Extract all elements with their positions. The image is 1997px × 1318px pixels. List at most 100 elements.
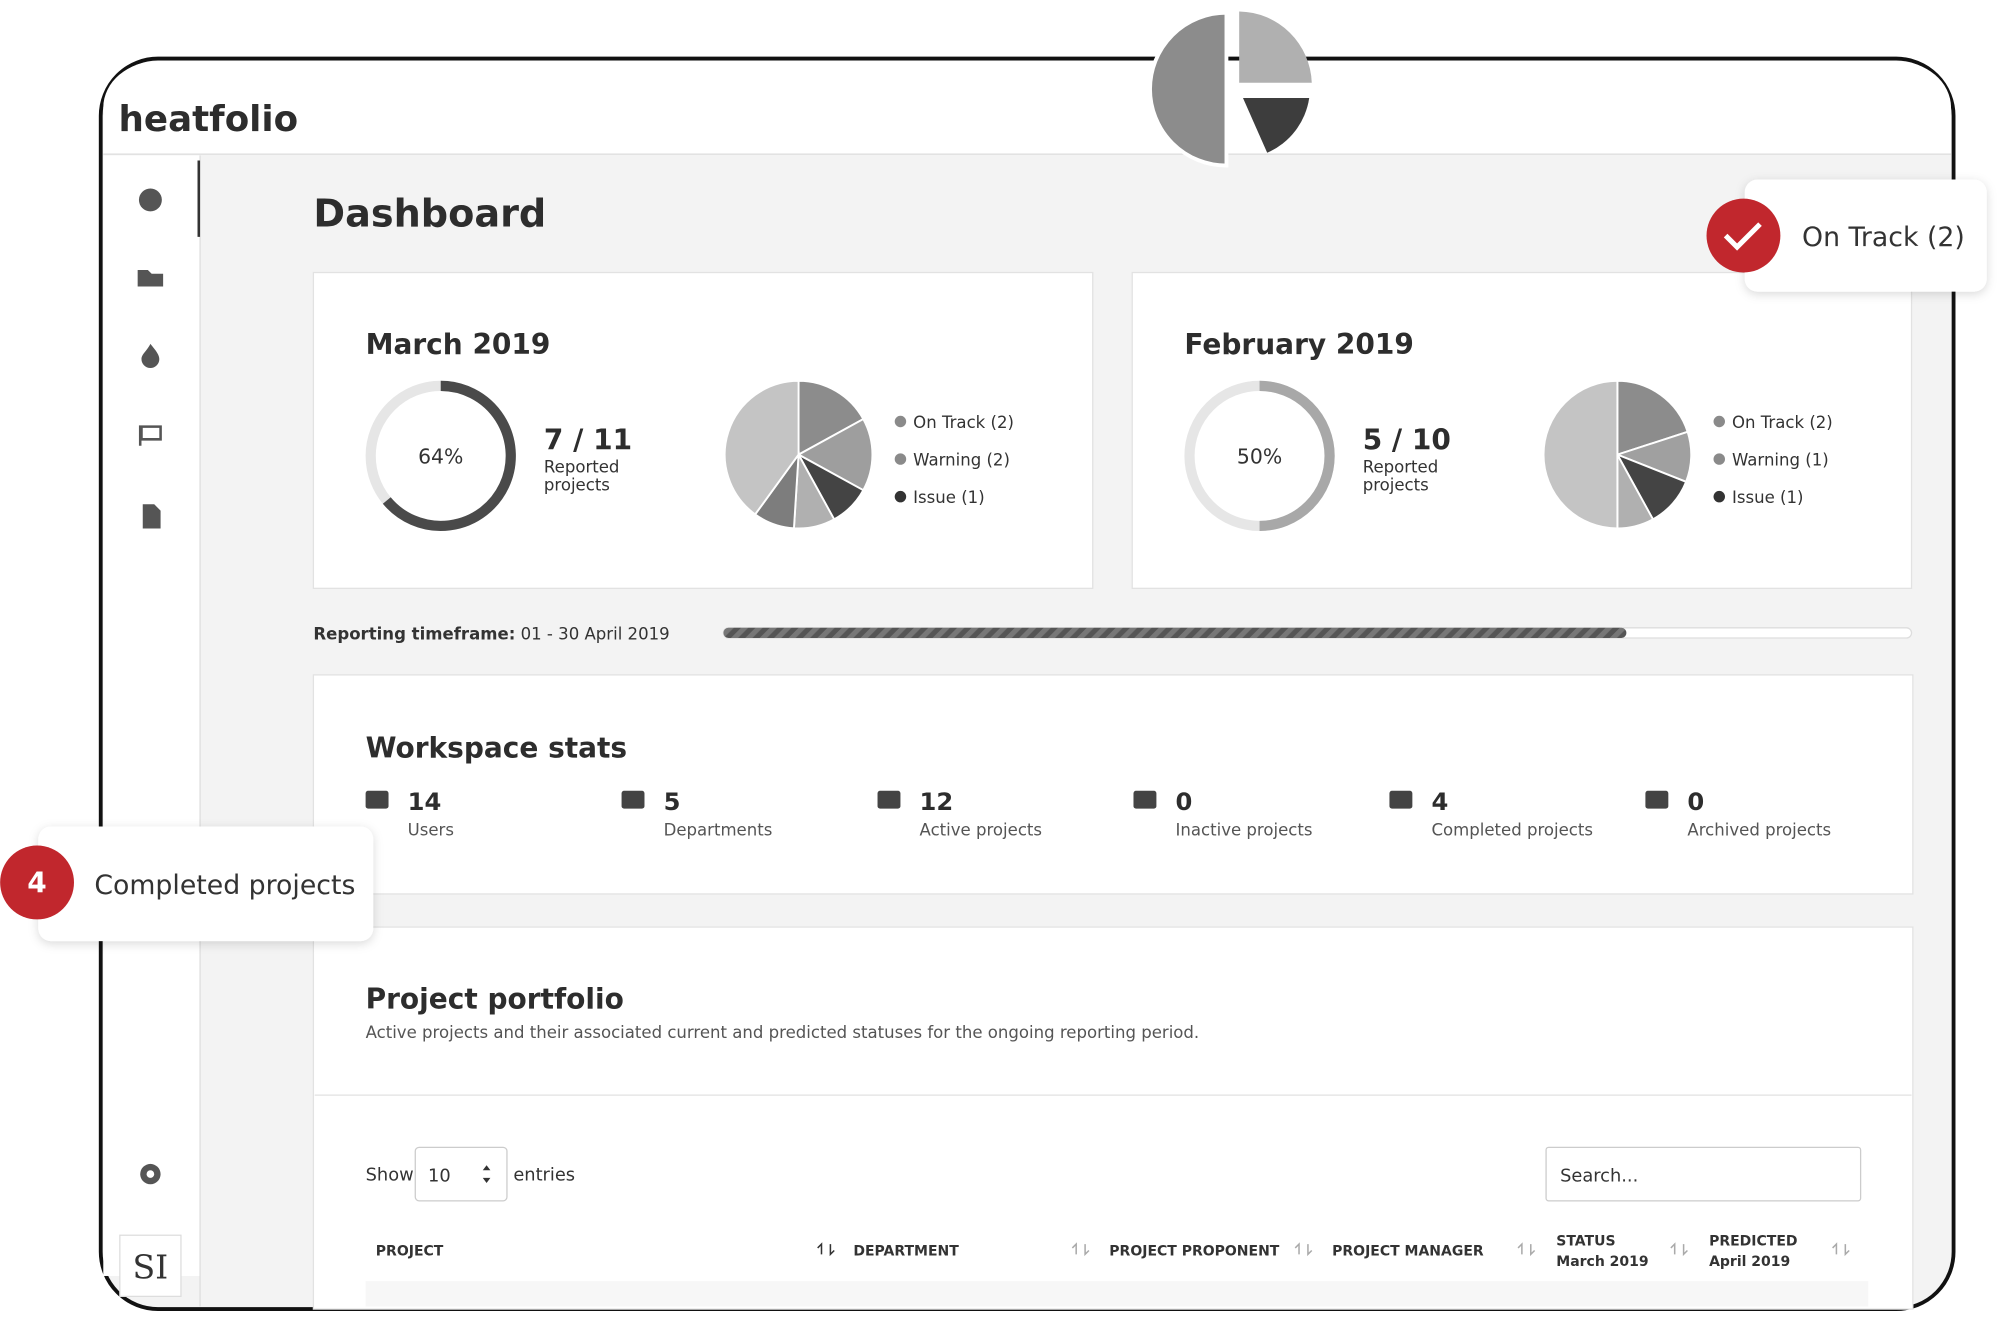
stat-label: Departments [664, 820, 773, 839]
settings-hole [146, 1170, 155, 1178]
stat-label: Completed projects [1431, 820, 1593, 839]
donut-label: 50% [1237, 445, 1282, 469]
stat-icon [877, 790, 901, 809]
search-input[interactable] [1545, 1146, 1862, 1202]
legend-dot [1713, 453, 1725, 465]
check-badge [1706, 198, 1781, 273]
legend-dot [894, 453, 907, 465]
stat-icon [621, 790, 645, 809]
stat-value: 14 [408, 788, 442, 816]
sort-icon [1832, 1242, 1850, 1257]
month-title: February 2019 [1184, 328, 1413, 361]
column-header: DEPARTMENT [853, 1244, 959, 1260]
stat-value: 0 [1687, 788, 1704, 816]
callout-on-track [1744, 179, 1987, 292]
progress-fill [723, 627, 1627, 638]
count: 5 / 10 [1363, 424, 1451, 457]
legend-label: On Track (2) [1732, 413, 1833, 432]
stat-value: 0 [1176, 788, 1193, 816]
decor-pie-main [1148, 10, 1229, 168]
sort-icon [1517, 1242, 1536, 1257]
entries-value: 10 [428, 1166, 451, 1187]
column-header: PREDICTED [1709, 1233, 1797, 1249]
legend-dot [1713, 415, 1725, 428]
callout-on-track-text: On Track (2) [1802, 222, 1965, 253]
donut-arc [382, 380, 516, 532]
donut-label: 64% [418, 445, 463, 469]
legend-dot [1713, 490, 1725, 503]
entries-label: entries [513, 1164, 575, 1185]
column-header: March 2019 [1556, 1254, 1648, 1270]
workspace-card [312, 674, 1914, 895]
sort-icon [1294, 1242, 1313, 1257]
count: 7 / 11 [544, 424, 632, 457]
stat-value: 12 [920, 788, 954, 816]
table-row [365, 1281, 1869, 1307]
stat-icon [1645, 790, 1669, 809]
callout-completed [38, 826, 374, 942]
portfolio-card [312, 926, 1914, 1310]
column-header: PROJECT MANAGER [1332, 1244, 1484, 1260]
check-icon [1723, 222, 1762, 251]
column-header: PROJECT PROPONENT [1109, 1244, 1280, 1260]
entries-select[interactable] [414, 1146, 508, 1202]
select-arrows [482, 1165, 491, 1184]
count-caption: Reported [544, 457, 620, 476]
avatar[interactable] [119, 1234, 182, 1297]
search-placeholder: Search... [1560, 1166, 1638, 1187]
pie-slice [723, 379, 800, 516]
nav-heat[interactable] [141, 343, 160, 369]
stat-icon [1389, 790, 1413, 809]
legend-dot [894, 415, 907, 428]
month-card [312, 271, 1094, 589]
column-header: PROJECT [376, 1244, 444, 1260]
topbar-fill [103, 114, 1952, 155]
decor-pie-dark [1242, 98, 1310, 153]
sort-icon [1071, 1242, 1090, 1257]
workspace-title: Workspace stats [366, 732, 627, 765]
nav-reports[interactable] [142, 504, 161, 529]
stat-label: Active projects [920, 820, 1043, 839]
column-header: STATUS [1556, 1233, 1615, 1249]
portfolio-subtitle: Active projects and their associated cur… [366, 1023, 1200, 1042]
decor-pie [1148, 10, 1312, 168]
timeframe: Reporting timeframe: 01 - 30 April 2019 [313, 624, 669, 643]
pie-slice [1616, 379, 1689, 456]
legend-label: Issue (1) [913, 488, 985, 507]
legend-dot [894, 490, 907, 503]
page-title: Dashboard [313, 193, 546, 237]
stat-icon [365, 790, 389, 809]
nav-projects[interactable] [137, 269, 164, 287]
month-title: March 2019 [366, 328, 551, 361]
legend-label: Warning (2) [913, 450, 1010, 469]
count-caption: projects [544, 475, 610, 494]
legend-label: Issue (1) [1732, 488, 1804, 507]
nav-dashboard[interactable] [138, 188, 162, 212]
portfolio-title: Project portfolio [366, 983, 624, 1016]
pie-slice [796, 417, 874, 492]
stat-value: 4 [1431, 788, 1448, 816]
sidebar [103, 155, 201, 1276]
stat-icon [1133, 790, 1157, 809]
stat-label: Users [408, 820, 454, 839]
callout-completed-text: Completed projects [94, 870, 355, 901]
show-label: Show [366, 1164, 414, 1185]
pie-slice [1542, 379, 1619, 530]
sort-icon [817, 1242, 835, 1257]
stat-value: 5 [664, 788, 681, 816]
legend-label: On Track (2) [913, 413, 1014, 432]
timeframe-label: Reporting timeframe: [313, 624, 515, 643]
nav-milestones[interactable] [138, 425, 162, 446]
timeframe-value: 01 - 30 April 2019 [521, 624, 670, 643]
column-header: April 2019 [1709, 1254, 1790, 1270]
avatar-text: SI [133, 1248, 169, 1287]
donut-arc [1259, 380, 1335, 532]
legend-label: Warning (1) [1732, 450, 1829, 469]
decor-pie-light [1239, 11, 1312, 83]
brand: heatfolio [119, 99, 299, 140]
pie-slice [797, 379, 865, 457]
badge-text: 4 [27, 867, 46, 900]
stat-label: Archived projects [1687, 820, 1831, 839]
